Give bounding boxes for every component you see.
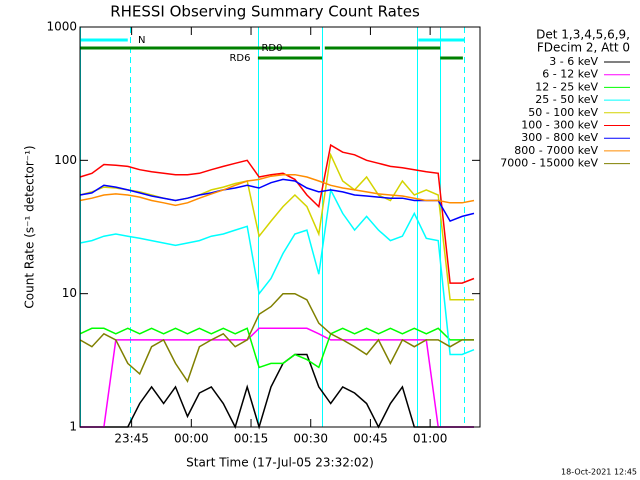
legend-label: 50 - 100 keV xyxy=(528,106,598,119)
legend-header: Det 1,3,4,5,6,9, xyxy=(536,28,630,42)
series-line xyxy=(79,143,475,284)
series-line xyxy=(79,292,474,383)
x-tick-label: 23:45 xyxy=(114,432,149,446)
x-axis-label: Start Time (17-Jul-05 23:32:02) xyxy=(186,456,374,470)
legend-label: 800 - 7000 keV xyxy=(514,144,598,157)
legend-label: 3 - 6 keV xyxy=(549,55,598,68)
legend-label: 300 - 800 keV xyxy=(521,131,598,144)
y-tick-label: 1000 xyxy=(46,20,77,34)
y-tick-label: 100 xyxy=(54,153,77,167)
footer: 18-Oct-2021 12:45 xyxy=(561,468,637,477)
series-line xyxy=(79,327,474,369)
flag-label: N xyxy=(138,35,145,46)
legend-label: 12 - 25 keV xyxy=(535,80,598,93)
flag-label: RD6 xyxy=(229,53,250,64)
y-axis-label: Count Rate (s⁻¹ detector⁻¹) xyxy=(23,145,37,308)
x-tick-label: 01:00 xyxy=(413,432,448,446)
legend-label: 25 - 50 keV xyxy=(535,93,598,106)
plot-frame xyxy=(79,26,481,428)
chart-title: RHESSI Observing Summary Count Rates xyxy=(110,3,420,21)
series-line xyxy=(80,353,474,430)
series-line xyxy=(79,187,475,356)
y-tick-label: 10 xyxy=(62,286,77,300)
x-tick-label: 00:45 xyxy=(353,432,388,446)
y-tick-label: 1 xyxy=(69,420,77,434)
x-tick-label: 00:15 xyxy=(234,432,269,446)
flag-label: RD0 xyxy=(261,43,282,54)
series-line xyxy=(79,173,475,207)
legend-label: 100 - 300 keV xyxy=(521,119,598,132)
series-line xyxy=(79,152,474,301)
legend-label: 6 - 12 keV xyxy=(542,68,598,81)
series-line xyxy=(80,327,474,428)
legend-header: FDecim 2, Att 0 xyxy=(537,41,630,55)
legend-label: 7000 - 15000 keV xyxy=(500,157,598,170)
series-line xyxy=(79,178,475,223)
x-tick-label: 00:30 xyxy=(293,432,328,446)
x-tick-label: 00:00 xyxy=(174,432,209,446)
